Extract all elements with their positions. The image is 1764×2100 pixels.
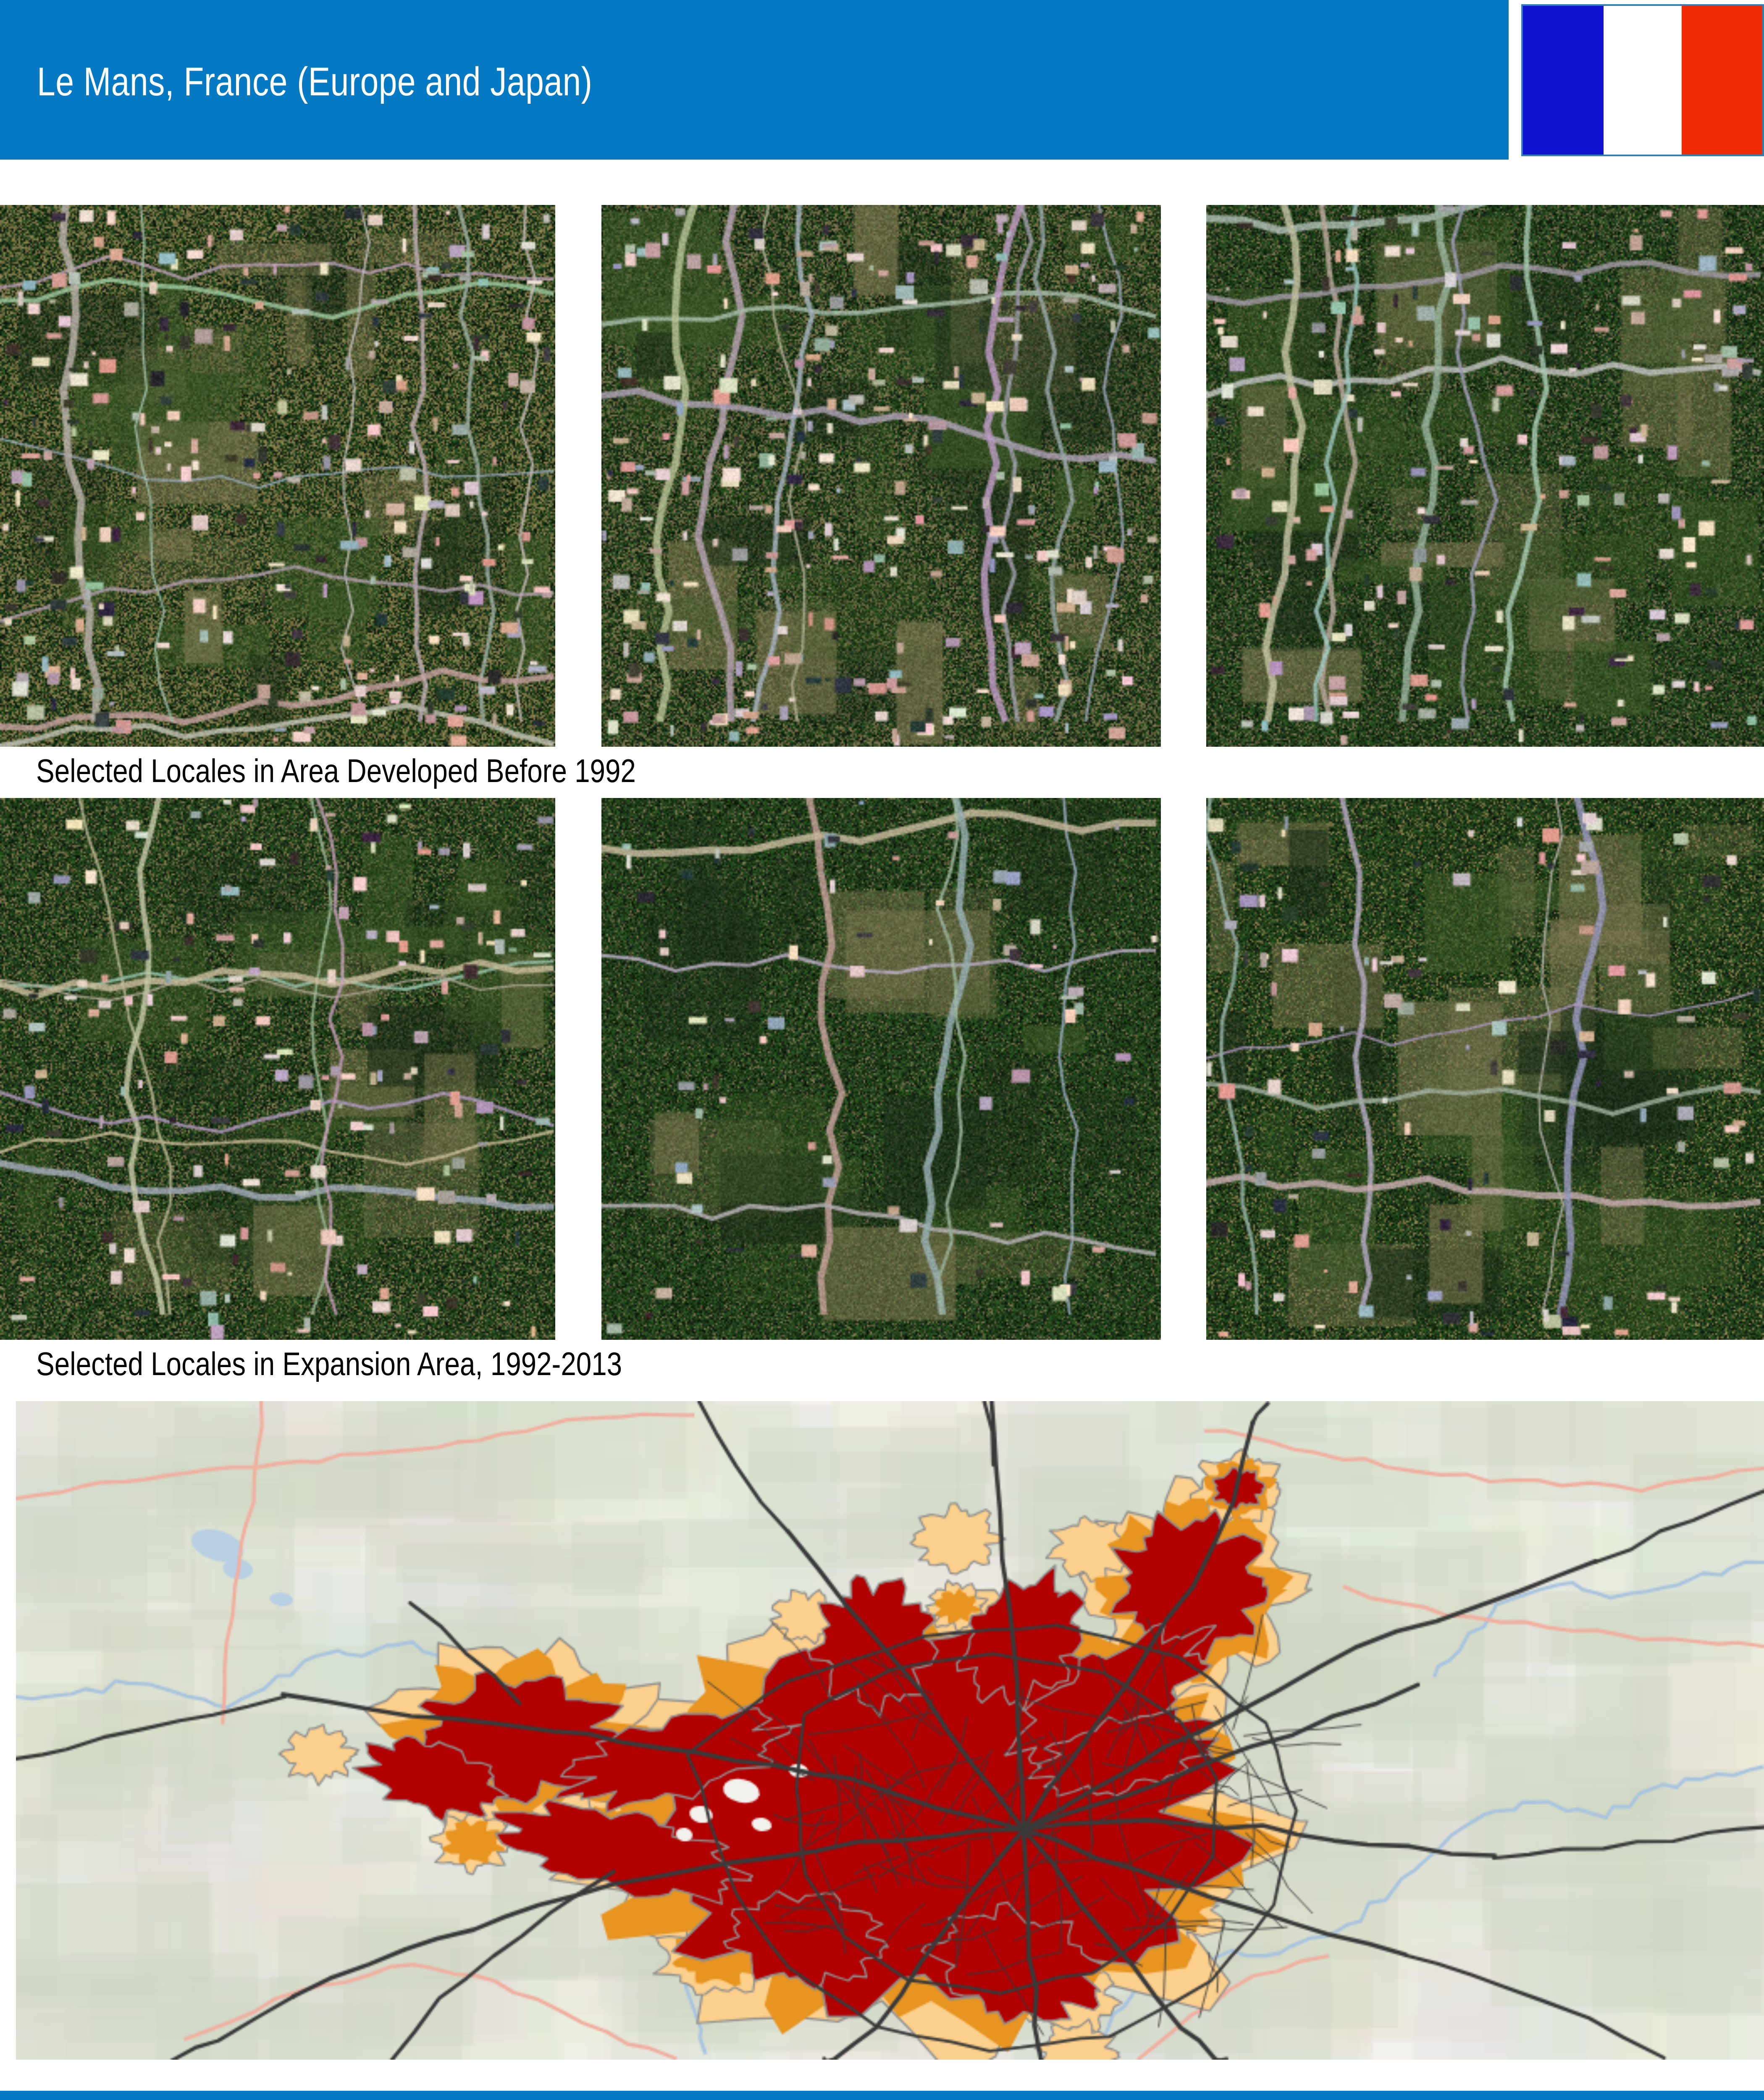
urban-extent-map[interactable] xyxy=(16,1401,1764,2060)
flag-band-red xyxy=(1682,6,1762,155)
aerial-tile-pre1992-1 xyxy=(0,205,555,747)
flag-band-blue xyxy=(1523,6,1604,155)
aerial-photo-row-expansion xyxy=(0,798,1764,1340)
aerial-tile-expansion-2 xyxy=(601,798,1161,1340)
aerial-tile-expansion-1 xyxy=(0,798,555,1340)
header-bar: Le Mans, France (Europe and Japan) xyxy=(0,0,1509,160)
aerial-tile-pre1992-2 xyxy=(601,205,1161,747)
flag-band-white xyxy=(1603,6,1682,155)
page-title: Le Mans, France (Europe and Japan) xyxy=(37,59,593,104)
aerial-tile-pre1992-3 xyxy=(1206,205,1764,747)
footer-bar: Le Mans, France 1992-2013 km 0 3 6 9 12 … xyxy=(0,2091,1764,2100)
caption-pre1992: Selected Locales in Area Developed Befor… xyxy=(36,752,636,789)
caption-expansion: Selected Locales in Expansion Area, 1992… xyxy=(36,1345,622,1382)
flag-of-france-icon xyxy=(1521,4,1764,156)
aerial-photo-row-pre1992 xyxy=(0,205,1764,747)
aerial-tile-expansion-3 xyxy=(1206,798,1764,1340)
